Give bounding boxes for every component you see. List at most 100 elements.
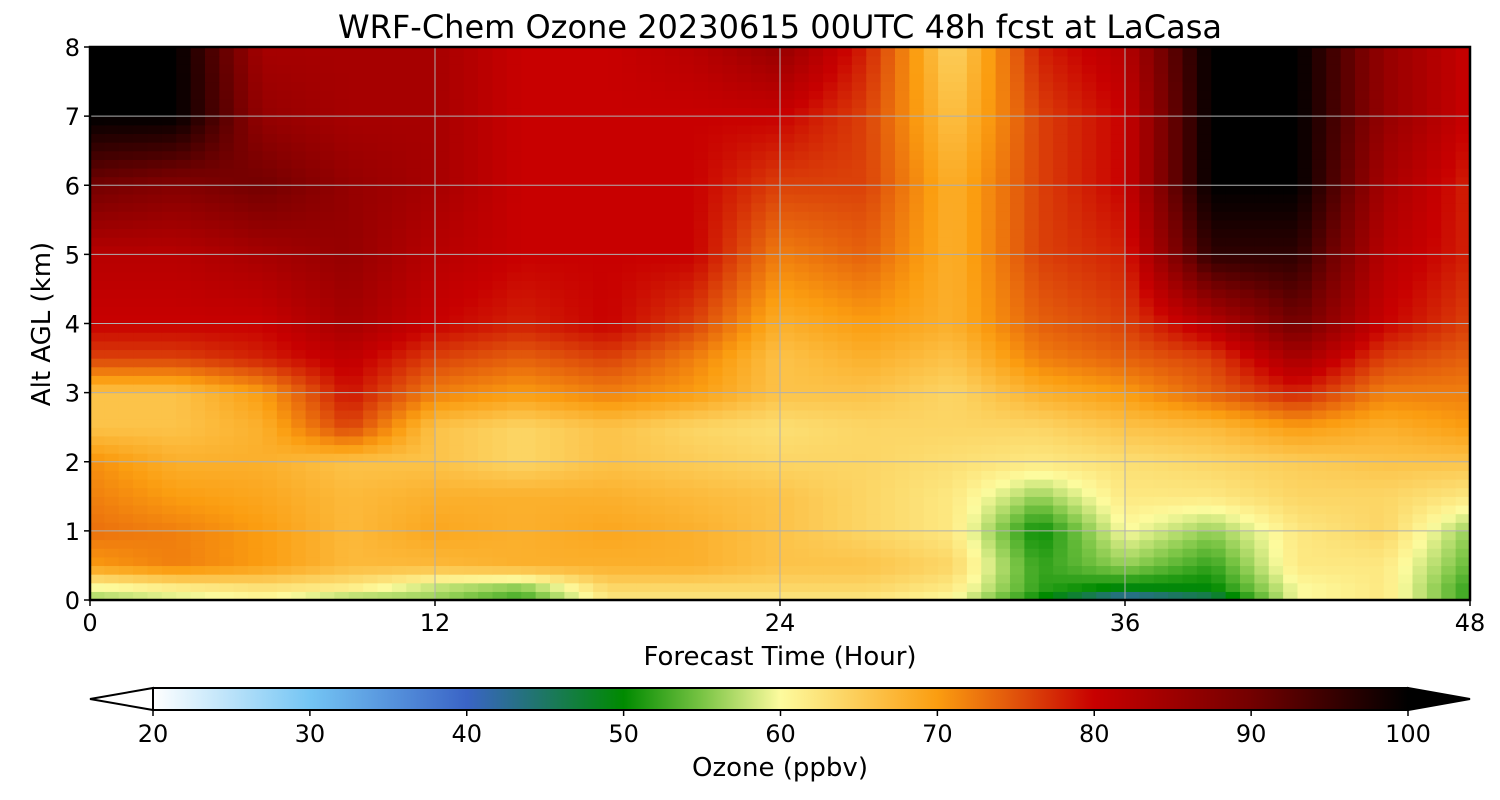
heatmap-cell xyxy=(147,383,163,394)
heatmap-cell xyxy=(1211,479,1227,489)
heatmap-cell xyxy=(780,228,795,238)
heatmap-cell xyxy=(1340,332,1356,342)
heatmap-cell xyxy=(219,185,235,195)
heatmap-cell xyxy=(478,332,494,342)
heatmap-cell xyxy=(550,591,565,600)
heatmap-cell xyxy=(693,193,709,204)
heatmap-cell xyxy=(1225,366,1241,376)
heatmap-cell xyxy=(981,522,997,532)
heatmap-cell xyxy=(391,288,407,299)
heatmap-cell xyxy=(578,288,594,299)
heatmap-cell xyxy=(133,392,149,402)
heatmap-cell xyxy=(492,193,508,204)
heatmap-cell xyxy=(880,565,896,575)
heatmap-cell xyxy=(1182,193,1198,204)
heatmap-cell xyxy=(938,219,954,230)
heatmap-cell xyxy=(305,409,321,420)
heatmap-cell xyxy=(1268,150,1284,160)
heatmap-cell xyxy=(1455,254,1470,264)
heatmap-cell xyxy=(262,358,278,368)
heatmap-cell xyxy=(133,306,149,316)
heatmap-cell xyxy=(1024,280,1040,290)
heatmap-cell xyxy=(1311,574,1327,584)
heatmap-cell xyxy=(1067,401,1083,411)
heatmap-cell xyxy=(305,150,321,160)
heatmap-cell xyxy=(851,193,867,204)
heatmap-cell xyxy=(90,565,105,575)
heatmap-cell xyxy=(147,193,163,204)
heatmap-cell xyxy=(995,392,1011,402)
heatmap-cell xyxy=(133,349,149,359)
heatmap-cell xyxy=(693,176,709,186)
heatmap-cell xyxy=(722,306,738,316)
heatmap-cell xyxy=(693,496,709,506)
heatmap-cell xyxy=(133,185,149,195)
heatmap-cell xyxy=(1426,565,1442,575)
heatmap-cell xyxy=(463,349,479,359)
heatmap-cell xyxy=(90,358,105,368)
heatmap-cell xyxy=(377,582,393,592)
heatmap-cell xyxy=(377,435,393,446)
heatmap-cell xyxy=(995,401,1011,411)
heatmap-cell xyxy=(449,150,465,160)
heatmap-cell xyxy=(780,375,795,385)
heatmap-cell xyxy=(1053,513,1069,523)
heatmap-cell xyxy=(161,332,177,342)
heatmap-cell xyxy=(1383,185,1399,195)
heatmap-cell xyxy=(621,496,637,506)
heatmap-cell xyxy=(722,444,738,454)
heatmap-cell xyxy=(1441,392,1457,402)
heatmap-cell xyxy=(578,193,594,204)
heatmap-cell xyxy=(1153,427,1169,437)
heatmap-cell xyxy=(550,383,565,394)
heatmap-cell xyxy=(1053,470,1069,480)
heatmap-cell xyxy=(1283,435,1299,446)
heatmap-cell xyxy=(1196,219,1212,230)
heatmap-cell xyxy=(133,288,149,299)
heatmap-cell xyxy=(966,237,982,247)
heatmap-cell xyxy=(492,150,508,160)
heatmap-cell xyxy=(808,574,824,584)
heatmap-cell xyxy=(435,271,450,281)
heatmap-cell xyxy=(1139,349,1155,359)
heatmap-cell xyxy=(751,470,767,480)
heatmap-cell xyxy=(866,582,882,592)
heatmap-cell xyxy=(909,176,925,186)
heatmap-cell xyxy=(607,479,623,489)
heatmap-cell xyxy=(1182,582,1198,592)
heatmap-cell xyxy=(751,288,767,299)
heatmap-cell xyxy=(1182,548,1198,558)
heatmap-cell xyxy=(679,565,695,575)
heatmap-cell xyxy=(363,358,379,368)
heatmap-cell xyxy=(564,366,580,376)
heatmap-cell xyxy=(1412,176,1428,186)
heatmap-cell xyxy=(736,591,752,600)
heatmap-cell xyxy=(420,237,436,247)
heatmap-cell xyxy=(808,332,824,342)
heatmap-cell xyxy=(1125,237,1140,247)
heatmap-cell xyxy=(1139,435,1155,446)
heatmap-cell xyxy=(665,418,680,428)
heatmap-cell xyxy=(1355,219,1370,230)
heatmap-cell xyxy=(1355,254,1370,264)
heatmap-cell xyxy=(938,237,954,247)
heatmap-cell xyxy=(1096,245,1112,255)
heatmap-cell xyxy=(248,314,264,325)
heatmap-cell xyxy=(1225,444,1241,454)
heatmap-cell xyxy=(1024,314,1040,325)
heatmap-cell xyxy=(880,228,896,238)
heatmap-cell xyxy=(1053,237,1069,247)
heatmap-cell xyxy=(837,349,853,359)
heatmap-cell xyxy=(161,574,177,584)
heatmap-cell xyxy=(981,513,997,523)
heatmap-cell xyxy=(1053,202,1069,212)
heatmap-cell xyxy=(1268,323,1284,333)
heatmap-cell xyxy=(276,358,292,368)
heatmap-cell xyxy=(449,228,465,238)
heatmap-cell xyxy=(1240,159,1255,169)
heatmap-cell xyxy=(406,375,422,385)
heatmap-cell xyxy=(478,392,494,402)
heatmap-cell xyxy=(1283,383,1299,394)
heatmap-cell xyxy=(780,159,795,169)
heatmap-cell xyxy=(866,418,882,428)
